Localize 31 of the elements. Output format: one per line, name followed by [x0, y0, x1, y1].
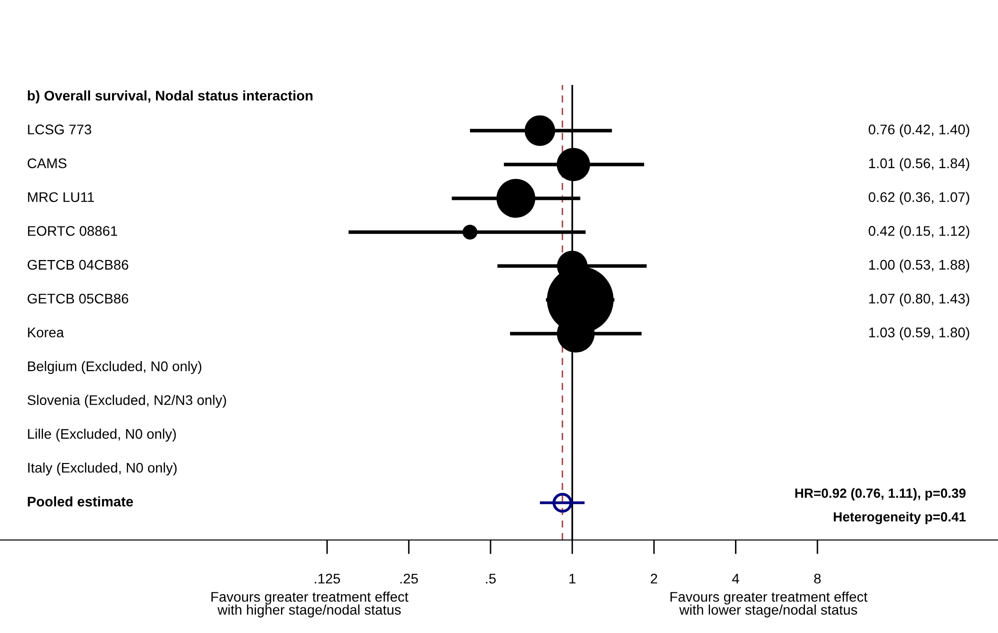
x-tick-label: 8 [814, 574, 821, 584]
y-tick-label: Lille (Excluded, N0 only) [28, 428, 176, 442]
y-tick-label: CAMS [28, 158, 66, 168]
y-tick-label: GETCB 04CB86 [28, 260, 128, 270]
y-tick-label: Italy (Excluded, N0 only) [28, 462, 177, 476]
annotation: Heterogeneity p=0.41 [834, 512, 966, 524]
y-tick-label: Belgium (Excluded, N0 only) [28, 361, 202, 374]
y-tick-label: EORTC 08861 [28, 226, 118, 236]
x-tick-label: 1 [569, 574, 576, 584]
text: Favours greater treatment effect with higher stage/nodal status [211, 592, 408, 618]
y-tick-label: Slovenia (Excluded, N2/N3 only) [28, 394, 226, 408]
annotation: 1.03 (0.59, 1.80) [869, 327, 970, 340]
y-tick-label: MRC LU11 [28, 192, 94, 202]
x-tick-label: .5 [486, 574, 496, 584]
y-tick-label: LCSG 773 [28, 124, 92, 134]
annotation: 0.42 (0.15, 1.12) [868, 226, 970, 239]
y-tick-label: Pooled estimate [28, 496, 133, 507]
annotation: 0.62 (0.36, 1.07) [868, 192, 970, 205]
annotation: 1.01 (0.56, 1.84) [869, 158, 970, 171]
y-tick-label: Korea [28, 328, 64, 338]
annotation: 1.00 (0.53, 1.88) [869, 260, 970, 272]
x-tick-label: .25 [400, 574, 418, 584]
chart-title: b) Overall survival, Nodal status interaction [28, 90, 312, 104]
text: Favours greater treatment effect with lower stage/nodal status [670, 592, 868, 618]
y-tick-label: GETCB 05CB86 [28, 294, 128, 304]
x-tick-label: 2 [650, 574, 658, 584]
x-tick-label: .125 [314, 574, 340, 584]
annotation: HR=0.92 (0.76, 1.11), p=0.39 [795, 488, 966, 500]
annotation: 0.76 (0.42, 1.40) [868, 124, 970, 138]
x-tick-label: 4 [732, 574, 740, 584]
annotation: 1.07 (0.80, 1.43) [869, 293, 970, 306]
